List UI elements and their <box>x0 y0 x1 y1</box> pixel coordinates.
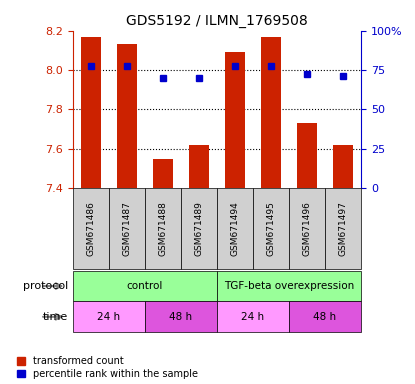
Bar <box>153 159 173 188</box>
Text: protocol: protocol <box>23 281 68 291</box>
Bar <box>189 145 209 188</box>
Legend: transformed count, percentile rank within the sample: transformed count, percentile rank withi… <box>17 356 198 379</box>
Bar <box>225 52 245 188</box>
Text: GSM671496: GSM671496 <box>303 201 312 256</box>
Text: GSM671486: GSM671486 <box>86 201 95 256</box>
Text: GSM671494: GSM671494 <box>230 201 239 256</box>
Text: 24 h: 24 h <box>97 312 120 322</box>
Text: control: control <box>127 281 163 291</box>
Bar <box>261 36 281 188</box>
Text: GSM671488: GSM671488 <box>158 201 167 256</box>
Bar <box>81 36 100 188</box>
Text: GSM671497: GSM671497 <box>339 201 347 256</box>
Text: 48 h: 48 h <box>169 312 192 322</box>
Text: 24 h: 24 h <box>242 312 264 322</box>
Text: time: time <box>43 312 68 322</box>
Bar <box>333 145 353 188</box>
Text: 48 h: 48 h <box>313 312 337 322</box>
Text: TGF-beta overexpression: TGF-beta overexpression <box>224 281 354 291</box>
Text: GSM671487: GSM671487 <box>122 201 131 256</box>
Text: GSM671489: GSM671489 <box>194 201 203 256</box>
Bar <box>117 45 137 188</box>
Bar <box>297 123 317 188</box>
Title: GDS5192 / ILMN_1769508: GDS5192 / ILMN_1769508 <box>126 14 308 28</box>
Text: GSM671495: GSM671495 <box>266 201 276 256</box>
